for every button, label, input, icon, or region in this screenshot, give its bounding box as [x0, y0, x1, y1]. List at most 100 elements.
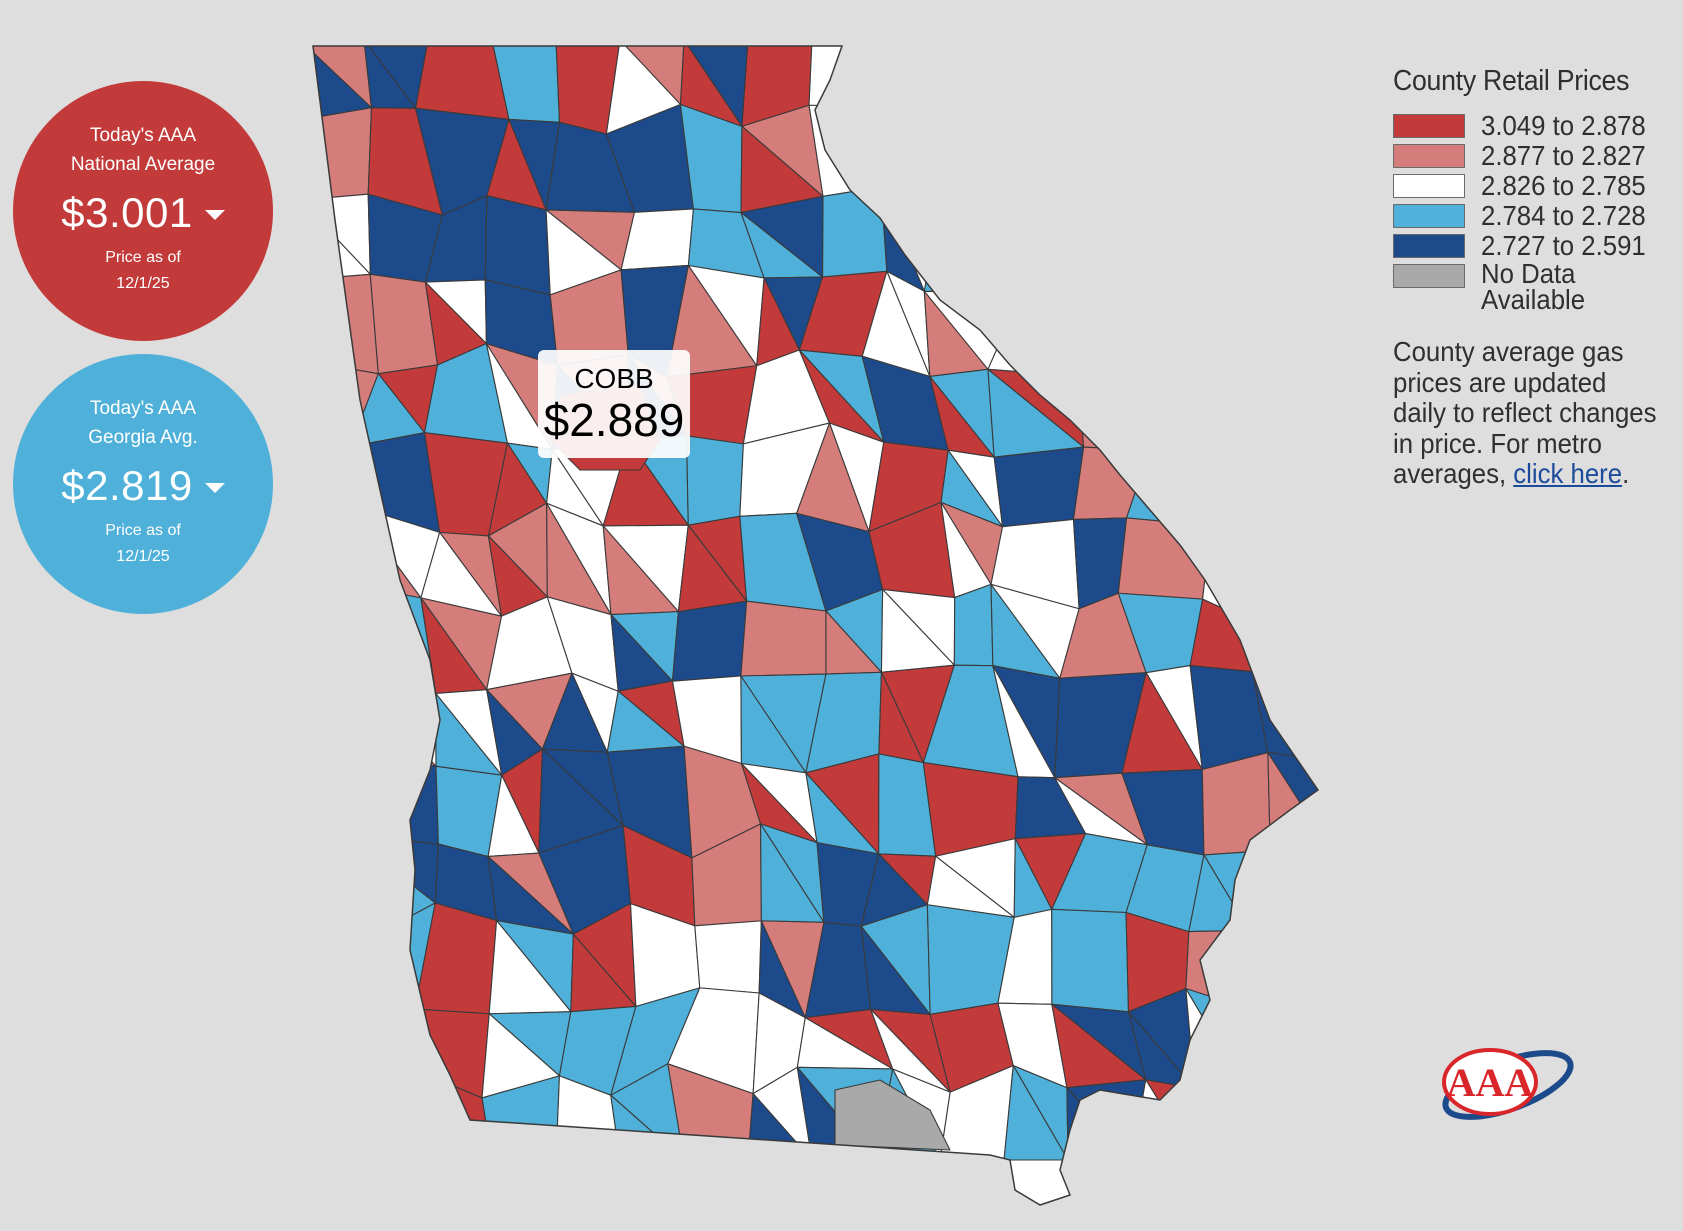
county-region[interactable] [1194, 1087, 1261, 1161]
county-region[interactable] [300, 667, 359, 761]
county-region[interactable] [936, 215, 1023, 295]
county-region[interactable] [1178, 430, 1266, 527]
county-region[interactable] [347, 667, 437, 767]
county-region[interactable] [1131, 40, 1197, 109]
county-region[interactable] [300, 439, 354, 521]
county-region[interactable] [1012, 213, 1080, 274]
county-region[interactable] [1259, 40, 1324, 121]
county-region[interactable] [300, 833, 374, 937]
county-region[interactable] [1249, 519, 1324, 601]
county-region[interactable] [994, 40, 1085, 139]
county-region[interactable] [1126, 430, 1212, 527]
county-region[interactable] [994, 123, 1085, 215]
county-region[interactable] [1203, 287, 1269, 366]
county-region[interactable] [1115, 107, 1206, 202]
county-region[interactable] [1125, 368, 1181, 452]
county-region[interactable] [1248, 40, 1324, 121]
county-region[interactable] [300, 439, 354, 506]
county-region[interactable] [1179, 364, 1266, 454]
county-no-data[interactable] [834, 1079, 951, 1151]
county-region[interactable] [822, 186, 888, 278]
county-region[interactable] [930, 40, 996, 139]
county-region[interactable] [1247, 1008, 1324, 1096]
county-region[interactable] [1051, 908, 1130, 1013]
county-region[interactable] [1204, 187, 1269, 296]
county-region[interactable] [1067, 40, 1133, 133]
legend-range: 2.784 to 2.728 [1481, 200, 1646, 231]
county-region[interactable] [953, 583, 994, 667]
county-region[interactable] [808, 40, 877, 108]
county-region[interactable] [1248, 102, 1324, 201]
county-region[interactable] [1203, 200, 1269, 296]
county-region[interactable] [1178, 372, 1266, 454]
county-region[interactable] [300, 193, 371, 275]
county-region[interactable] [1248, 999, 1324, 1081]
county-region[interactable] [347, 667, 437, 767]
county-region[interactable] [1185, 102, 1258, 202]
county-region[interactable] [1179, 287, 1252, 374]
county-region[interactable] [1185, 988, 1250, 1096]
county-region[interactable] [1242, 599, 1324, 681]
county-region[interactable] [994, 136, 1080, 217]
county-region[interactable] [1250, 279, 1324, 366]
county-region[interactable] [1247, 1094, 1324, 1161]
county-region[interactable] [1066, 1087, 1133, 1161]
county-region[interactable] [300, 586, 362, 669]
county-region[interactable] [1248, 102, 1324, 201]
county-region[interactable] [300, 599, 349, 681]
county-region[interactable] [1078, 123, 1126, 215]
county-region[interactable] [300, 107, 372, 201]
county-region[interactable] [300, 504, 362, 601]
county-region[interactable] [1256, 187, 1324, 296]
county-region[interactable] [1248, 919, 1324, 1010]
county-region[interactable] [1003, 40, 1085, 125]
county-region[interactable] [993, 446, 1085, 528]
county-region[interactable] [300, 839, 374, 937]
county-region[interactable] [1250, 359, 1324, 454]
county-region[interactable] [1115, 181, 1206, 292]
county-region[interactable] [867, 106, 938, 217]
county-region[interactable] [414, 1008, 490, 1099]
county-region[interactable] [1059, 181, 1126, 292]
county-region[interactable] [987, 272, 1079, 377]
county-region[interactable] [300, 748, 359, 841]
county-region[interactable] [1124, 287, 1205, 374]
county-region[interactable] [351, 1097, 429, 1161]
county-region[interactable] [300, 919, 376, 1005]
county-region[interactable] [930, 106, 1014, 217]
county-region[interactable] [1195, 40, 1261, 104]
county-region[interactable] [939, 40, 1005, 139]
county-region[interactable] [1185, 40, 1250, 109]
county-region[interactable] [1124, 40, 1187, 133]
county-region[interactable] [300, 999, 353, 1099]
county-region[interactable] [1117, 517, 1212, 600]
national-average-label-2: National Average [70, 154, 216, 175]
county-region[interactable] [987, 368, 1085, 458]
county-region[interactable] [923, 215, 1023, 295]
county-region[interactable] [1003, 1065, 1069, 1161]
county-region[interactable] [686, 435, 744, 526]
metro-averages-link[interactable]: click here [1513, 458, 1623, 489]
county-region[interactable] [300, 273, 379, 375]
county-region[interactable] [351, 1003, 437, 1099]
county-region[interactable] [484, 195, 551, 296]
county-region[interactable] [1012, 215, 1061, 295]
county-region[interactable] [300, 1079, 365, 1161]
county-region[interactable] [740, 600, 827, 677]
county-region[interactable] [1059, 272, 1127, 377]
county-region[interactable] [1248, 839, 1324, 931]
county-region[interactable] [1249, 439, 1324, 524]
county-region[interactable] [694, 920, 762, 994]
county-region[interactable] [867, 40, 941, 108]
county-region[interactable] [1201, 752, 1271, 856]
county-region[interactable] [867, 106, 938, 217]
county-region[interactable] [300, 999, 376, 1099]
county-region[interactable] [346, 833, 439, 904]
county-region[interactable] [1242, 522, 1324, 619]
county-region[interactable] [351, 1078, 437, 1161]
county-region[interactable] [1247, 1079, 1324, 1161]
county-region[interactable] [1194, 1087, 1261, 1161]
county-region[interactable] [1242, 617, 1324, 681]
county-region[interactable] [346, 748, 439, 845]
county-region[interactable] [671, 600, 748, 682]
